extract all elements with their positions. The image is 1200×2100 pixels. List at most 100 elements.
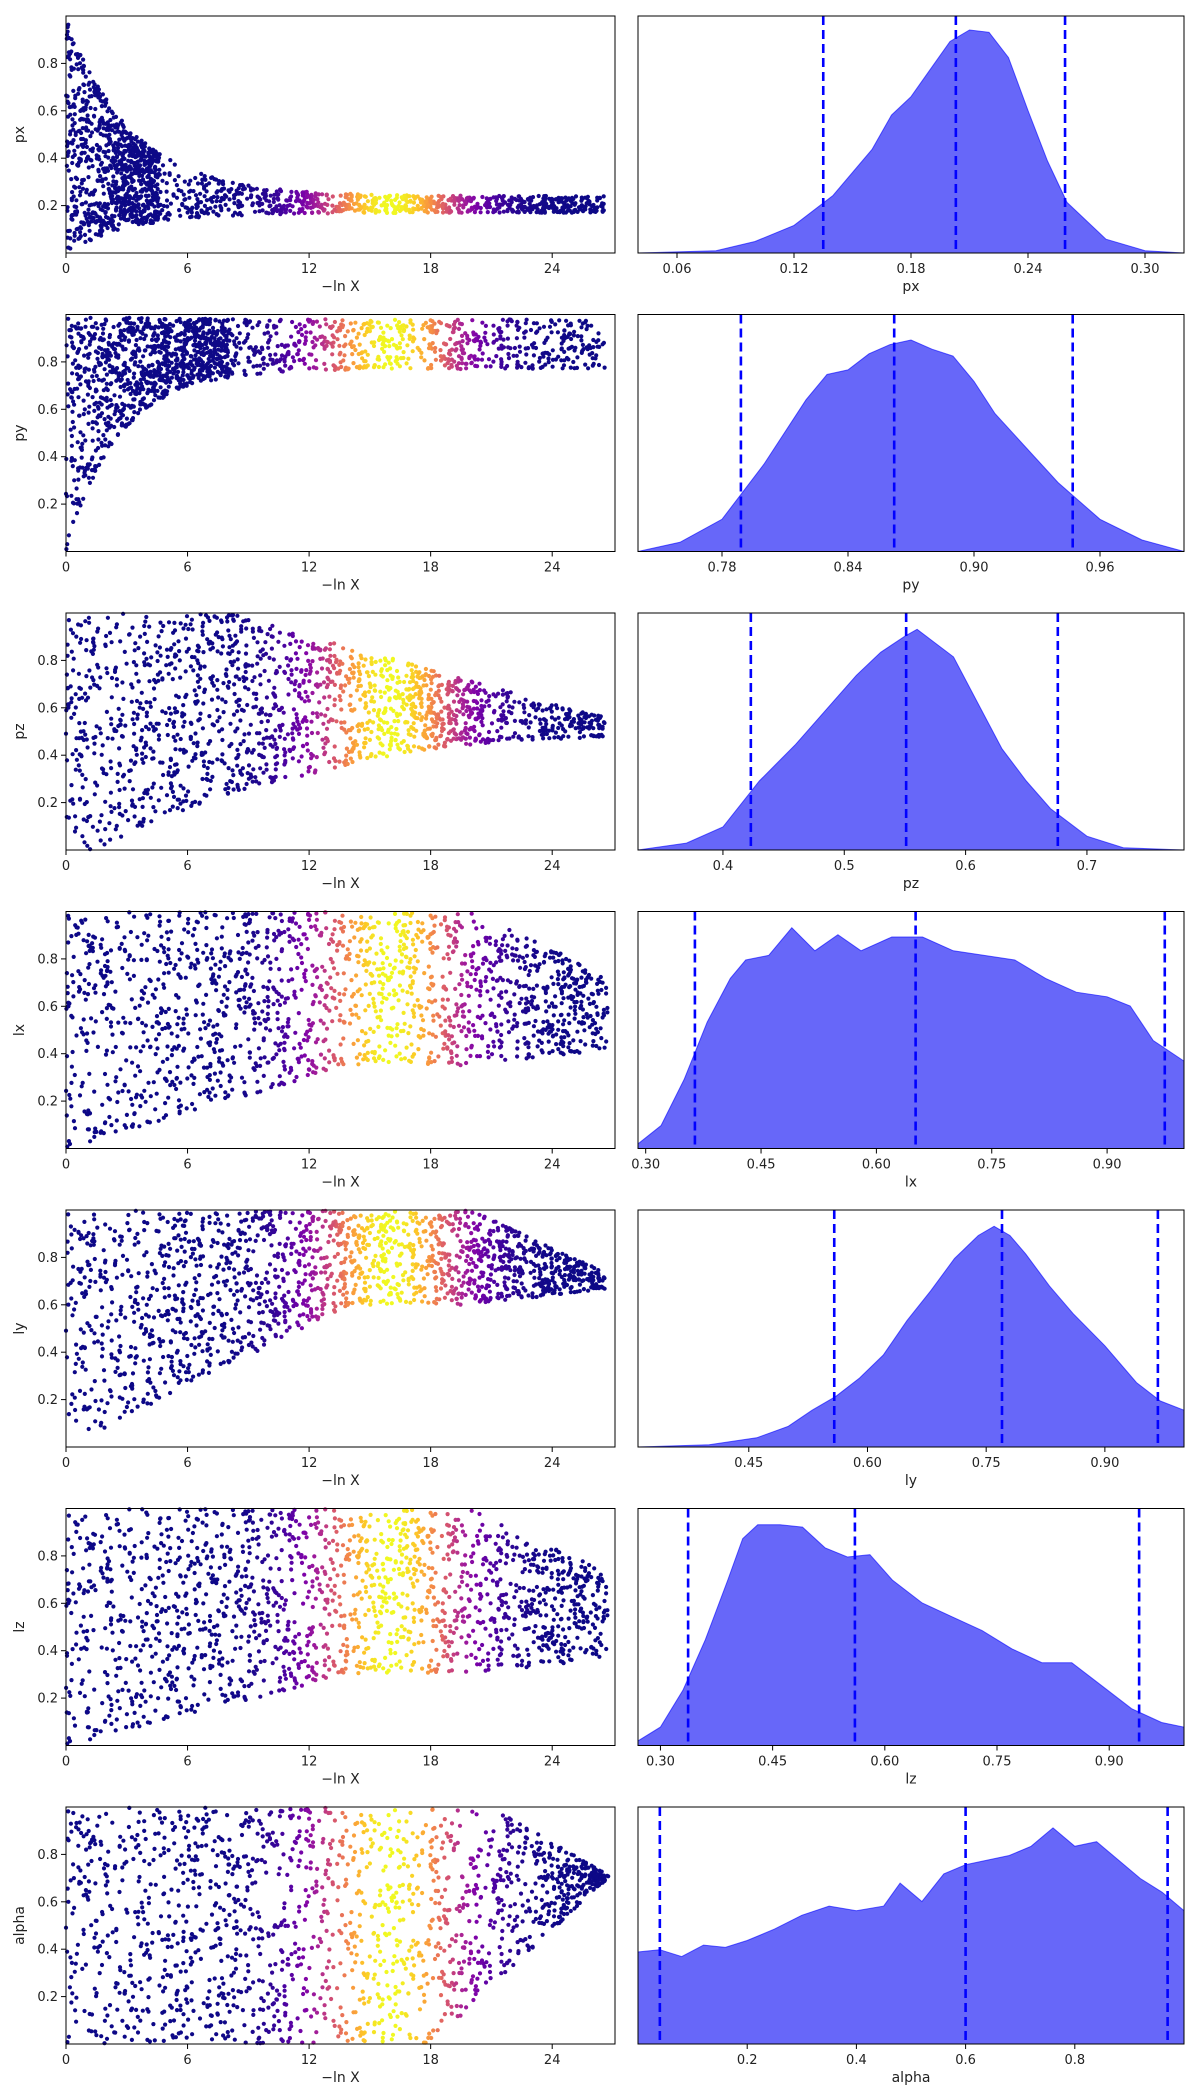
trace-point	[186, 626, 191, 632]
trace-point	[571, 717, 577, 722]
trace-point	[354, 335, 359, 340]
trace-point	[309, 751, 314, 757]
trace-point	[72, 152, 77, 158]
trace-point	[342, 353, 347, 358]
trace-point	[87, 120, 92, 125]
trace-point	[79, 181, 84, 186]
trace-point	[86, 381, 91, 386]
trace-point	[278, 187, 283, 192]
trace-point	[79, 220, 84, 225]
trace-point	[74, 497, 79, 502]
trace-point	[246, 748, 251, 753]
trace-point	[92, 202, 97, 207]
trace-point	[512, 196, 518, 201]
trace-point	[120, 680, 125, 685]
trace-point	[108, 416, 113, 421]
trace-point	[534, 321, 540, 326]
trace-point	[483, 203, 488, 208]
trace-point	[365, 726, 370, 732]
trace-point	[501, 209, 506, 214]
trace-point	[386, 660, 391, 665]
trace-point	[425, 202, 430, 207]
trace-point	[174, 375, 179, 380]
trace-point	[112, 424, 117, 430]
trace-point	[249, 193, 254, 198]
trace-point	[493, 195, 499, 200]
trace-point	[321, 680, 327, 685]
trace-point	[144, 700, 149, 705]
trace-point	[254, 696, 259, 702]
trace-point	[69, 783, 74, 788]
trace-point	[556, 195, 561, 200]
trace-point	[332, 682, 337, 688]
trace-point	[98, 838, 103, 843]
trace-point	[216, 181, 221, 186]
trace-point	[168, 201, 173, 206]
trace-point	[294, 189, 299, 195]
trace-point	[315, 197, 320, 202]
trace-point	[83, 324, 88, 329]
trace-point	[462, 199, 467, 204]
trace-point	[340, 318, 345, 323]
trace-point	[71, 801, 76, 806]
trace-point	[358, 653, 363, 658]
trace-point	[338, 685, 343, 691]
trace-point	[121, 362, 126, 367]
trace-point	[445, 692, 450, 697]
trace-point	[90, 455, 95, 460]
trace-point	[289, 668, 294, 673]
trace-points-px	[64, 22, 606, 251]
trace-point	[115, 142, 120, 147]
trace-point	[260, 647, 265, 652]
trace-point	[286, 349, 291, 355]
trace-point	[192, 338, 198, 343]
trace-point	[273, 762, 278, 767]
trace-point	[202, 186, 207, 191]
trace-point	[104, 381, 109, 386]
trace-point	[159, 785, 164, 790]
trace-point	[139, 330, 144, 335]
trace-point	[251, 767, 256, 772]
trace-point	[82, 407, 87, 412]
trace-point	[407, 194, 412, 199]
trace-point	[388, 355, 393, 360]
trace-point	[407, 333, 412, 338]
trace-point	[255, 661, 260, 666]
x-tick-label: 6	[183, 262, 191, 277]
trace-point	[70, 631, 76, 636]
trace-point	[337, 352, 342, 357]
trace-point	[108, 790, 113, 795]
trace-point	[93, 127, 98, 132]
trace-point	[86, 175, 91, 180]
trace-point	[143, 348, 148, 353]
trace-point	[90, 149, 95, 154]
trace-point	[347, 206, 352, 211]
trace-point	[263, 640, 268, 645]
trace-point	[76, 763, 81, 768]
trace-point	[404, 361, 409, 366]
trace-point	[108, 397, 113, 403]
trace-point	[428, 329, 433, 334]
trace-point	[338, 193, 343, 198]
trace-point	[227, 197, 232, 202]
trace-point	[281, 710, 286, 715]
trace-point	[116, 187, 121, 192]
trace-point	[304, 651, 309, 656]
trace-point	[74, 825, 79, 830]
trace-point	[318, 682, 323, 687]
trace-point	[354, 742, 360, 747]
trace-point	[344, 746, 349, 751]
trace-point	[250, 203, 255, 208]
trace-point	[336, 366, 341, 371]
trace-point	[524, 352, 529, 357]
trace-point	[249, 774, 254, 779]
trace-point	[68, 236, 73, 241]
trace-point	[72, 829, 78, 834]
trace-point	[166, 384, 171, 389]
trace-point	[292, 341, 297, 346]
trace-point	[177, 649, 182, 654]
trace-point	[587, 352, 592, 357]
trace-point	[133, 641, 138, 646]
trace-point	[526, 206, 531, 211]
trace-point	[116, 222, 121, 227]
